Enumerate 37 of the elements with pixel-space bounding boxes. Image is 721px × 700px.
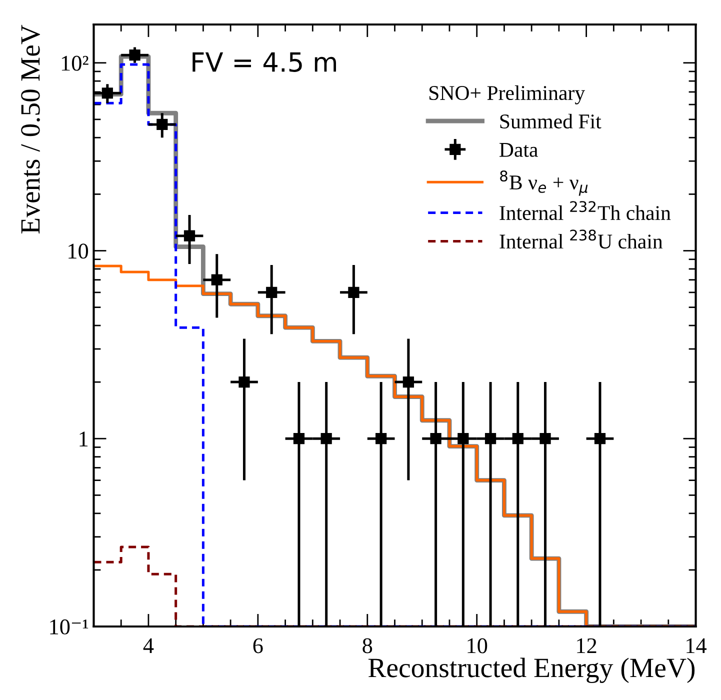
x-tick-label: 8 [362,638,372,654]
x-tick-label: 12 [577,638,596,654]
point [402,376,414,388]
point [484,433,496,444]
point [184,230,196,242]
point [156,118,168,130]
point [293,433,305,444]
x-tick-label: 6 [253,638,263,654]
point [458,433,469,444]
legend-label: Data [500,143,538,157]
point [102,88,113,99]
y-tick-label: 1 [80,432,88,446]
y-tick-label: 10 [68,244,88,259]
point [266,286,278,298]
y-tick-label: 10⁻¹ [50,619,88,634]
point [238,376,250,388]
point [348,286,360,298]
legend-label: Summed Fit [500,114,602,129]
legend-title: SNO+ Preliminary [429,85,585,104]
annotation: FV = 4.5 m [192,52,336,72]
point [376,433,387,444]
point [512,433,524,444]
x-axis-title: Reconstructed Energy (MeV) [368,658,695,684]
point [211,274,222,286]
legend-label: $^{8}$B ν$_{e}$ + ν$_{μ}$ [500,170,588,196]
point [320,433,332,444]
point [540,433,551,444]
x-tick-label: 14 [686,638,707,654]
legend-label: Internal $^{238}$U chain [500,230,663,249]
point [129,50,140,61]
y-axis-title: Events / 0.50 MeV [21,24,40,234]
point [594,433,606,444]
x-tick-label: 4 [143,638,154,654]
point [430,433,442,444]
x-tick-label: 10 [468,638,488,654]
y-tick-label: 10² [62,56,88,71]
legend-label: Internal $^{232}$Th chain [500,201,671,220]
